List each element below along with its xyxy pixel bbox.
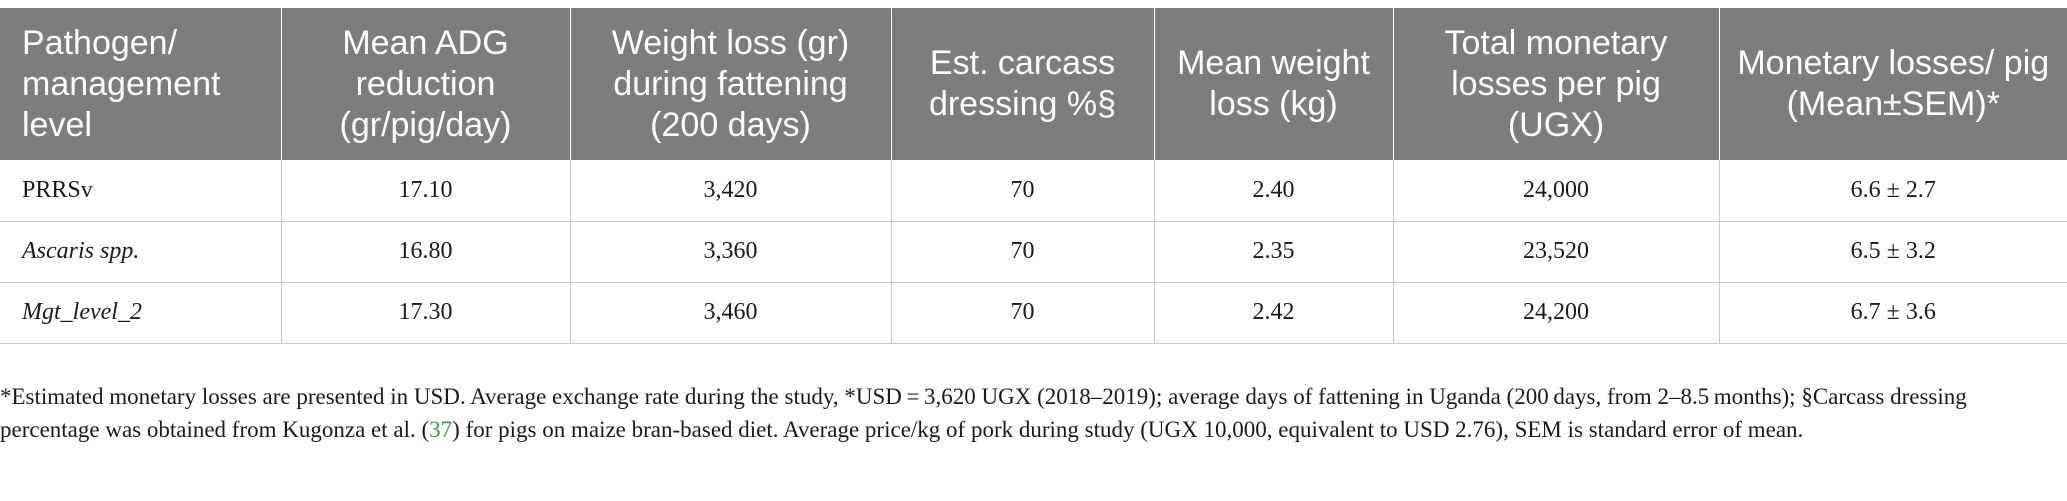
cell-carcass-dressing: 70 (891, 221, 1155, 283)
cell-adg-reduction: 16.80 (281, 221, 571, 283)
header-pathogen: Pathogen/ management level (0, 8, 282, 160)
footnote-text-part1: *Estimated monetary losses are presented… (0, 384, 1967, 442)
cell-weight-loss: 3,360 (570, 221, 892, 283)
header-mean-weight-loss: Mean weight loss (kg) (1154, 8, 1394, 160)
table-row: PRRSv 17.10 3,420 70 2.40 24,000 6.6 ± 2… (0, 160, 2067, 222)
cell-losses-per-pig: 6.7 ± 3.6 (1719, 282, 2067, 344)
cell-total-losses: 24,200 (1393, 282, 1720, 344)
cell-pathogen: Ascaris spp. (0, 221, 282, 283)
table-footnote: *Estimated monetary losses are presented… (0, 380, 2060, 446)
cell-carcass-dressing: 70 (891, 160, 1155, 222)
cell-pathogen: PRRSv (0, 160, 282, 222)
cell-total-losses: 24,000 (1393, 160, 1720, 222)
header-row: Pathogen/ management level Mean ADG redu… (0, 8, 2067, 160)
reference-link[interactable]: 37 (429, 417, 453, 442)
cell-losses-per-pig: 6.6 ± 2.7 (1719, 160, 2067, 222)
header-total-monetary-losses: Total monetary losses per pig (UGX) (1393, 8, 1720, 160)
table-row: Ascaris spp. 16.80 3,360 70 2.35 23,520 … (0, 221, 2067, 283)
cell-losses-per-pig: 6.5 ± 3.2 (1719, 221, 2067, 283)
cell-mean-weight-loss: 2.42 (1154, 282, 1394, 344)
cell-adg-reduction: 17.30 (281, 282, 571, 344)
header-monetary-losses-per-pig: Monetary losses/ pig (Mean±SEM)* (1719, 8, 2067, 160)
header-carcass-dressing: Est. carcass dressing %§ (891, 8, 1155, 160)
cell-mean-weight-loss: 2.40 (1154, 160, 1394, 222)
table-body: PRRSv 17.10 3,420 70 2.40 24,000 6.6 ± 2… (0, 160, 2067, 344)
header-mean-adg-reduction: Mean ADG reduction (gr/pig/day) (281, 8, 571, 160)
table-header: Pathogen/ management level Mean ADG redu… (0, 8, 2067, 160)
cell-carcass-dressing: 70 (891, 282, 1155, 344)
cell-mean-weight-loss: 2.35 (1154, 221, 1394, 283)
header-weight-loss-fattening: Weight loss (gr) during fattening (200 d… (570, 8, 892, 160)
data-table: Pathogen/ management level Mean ADG redu… (0, 8, 2067, 344)
cell-total-losses: 23,520 (1393, 221, 1720, 283)
table-row: Mgt_level_2 17.30 3,460 70 2.42 24,200 6… (0, 282, 2067, 344)
cell-adg-reduction: 17.10 (281, 160, 571, 222)
cell-weight-loss: 3,420 (570, 160, 892, 222)
footnote-text-part2: ) for pigs on maize bran-based diet. Ave… (452, 417, 1804, 442)
cell-pathogen: Mgt_level_2 (0, 282, 282, 344)
cell-weight-loss: 3,460 (570, 282, 892, 344)
